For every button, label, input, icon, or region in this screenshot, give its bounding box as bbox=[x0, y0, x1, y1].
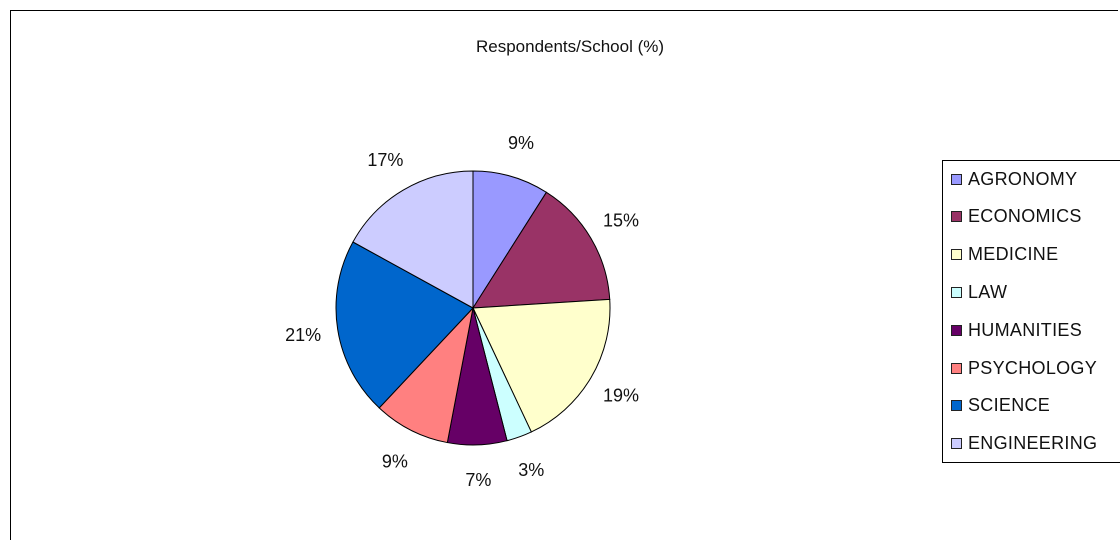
legend-swatch bbox=[951, 324, 962, 336]
legend-item-law: LAW bbox=[951, 280, 1007, 304]
pie-label-humanities: 7% bbox=[465, 470, 491, 490]
chart-frame bbox=[10, 10, 1118, 540]
legend-label: MEDICINE bbox=[968, 244, 1059, 265]
chart-title: Respondents/School (%) bbox=[475, 37, 665, 56]
pie-label-psychology: 9% bbox=[382, 451, 408, 471]
legend-label: LAW bbox=[968, 281, 1008, 302]
legend-item-psychology: PSYCHOLOGY bbox=[951, 356, 1097, 380]
pie-label-law: 3% bbox=[518, 460, 544, 480]
legend-label: SCIENCE bbox=[968, 395, 1051, 416]
pie-label-economics: 15% bbox=[603, 210, 639, 230]
pie-slice-science bbox=[335, 241, 474, 409]
pie-slice-engineering bbox=[352, 170, 474, 309]
legend-item-humanities: HUMANITIES bbox=[951, 318, 1082, 342]
pie-label-agronomy: 9% bbox=[508, 133, 534, 153]
legend-swatch bbox=[951, 249, 962, 261]
pie-slice-economics bbox=[472, 191, 611, 309]
legend-swatch bbox=[951, 400, 962, 412]
legend-swatch bbox=[951, 286, 962, 298]
pie-label-science: 21% bbox=[285, 325, 321, 345]
legend-item-engineering: ENGINEERING bbox=[951, 432, 1097, 456]
legend-item-science: SCIENCE bbox=[951, 394, 1050, 418]
legend-item-economics: ECONOMICS bbox=[951, 205, 1082, 229]
chart-legend: AGRONOMY ECONOMICS MEDICINE LAW HUMANITIES PS… bbox=[942, 160, 1120, 463]
pie-label-engineering: 17% bbox=[367, 150, 403, 170]
pie-label-medicine: 19% bbox=[603, 386, 639, 406]
legend-item-medicine: MEDICINE bbox=[951, 243, 1058, 267]
pie-slice-medicine bbox=[472, 298, 611, 433]
legend-item-agronomy: AGRONOMY bbox=[951, 167, 1077, 191]
legend-swatch bbox=[951, 362, 962, 374]
legend-swatch bbox=[951, 211, 962, 223]
legend-label: ECONOMICS bbox=[968, 206, 1082, 227]
legend-label: PSYCHOLOGY bbox=[968, 357, 1098, 378]
legend-label: AGRONOMY bbox=[968, 168, 1078, 189]
legend-label: HUMANITIES bbox=[968, 319, 1083, 340]
legend-swatch bbox=[951, 173, 962, 185]
legend-label: ENGINEERING bbox=[968, 433, 1098, 454]
legend-swatch bbox=[951, 438, 962, 450]
